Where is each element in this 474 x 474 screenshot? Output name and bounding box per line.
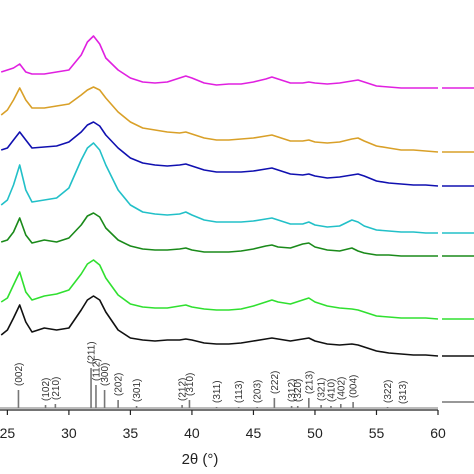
peak-label: (004): [349, 375, 360, 398]
peak-label: (222): [270, 371, 281, 394]
x-axis-label: 2θ (°): [182, 451, 219, 468]
x-tick-label: 30: [61, 425, 77, 441]
peak-label: (002): [14, 363, 25, 386]
peak-label: (102): [41, 378, 52, 401]
peak-label: (313): [398, 381, 409, 404]
series-line: [0, 86, 439, 153]
peak-label: (113): [234, 380, 245, 403]
series-line: [0, 259, 439, 320]
series-line: [0, 35, 438, 89]
peak-label: (202): [114, 373, 125, 396]
peak-label: (112): [91, 358, 102, 381]
series-line: [0, 142, 438, 234]
x-tick-label: 25: [0, 425, 15, 441]
series-line: [0, 295, 439, 357]
peak-label: (320): [293, 379, 304, 402]
series-line: [0, 212, 438, 257]
peak-label: (312): [287, 379, 298, 402]
x-tick-label: 40: [184, 425, 200, 441]
peak-label: (211): [87, 341, 98, 364]
peak-label: (203): [253, 380, 264, 403]
x-tick-label: 55: [369, 425, 385, 441]
peak-label: (311): [212, 380, 223, 403]
peak-label: (322): [383, 380, 394, 403]
series-line: [0, 121, 439, 187]
peak-label: (310): [185, 373, 196, 396]
x-tick-label: 45: [246, 425, 262, 441]
peak-label: (321): [317, 378, 328, 401]
peak-label: (301): [132, 379, 143, 402]
peak-label: (410): [326, 379, 337, 402]
x-tick-label: 35: [123, 425, 139, 441]
peak-label: (212): [178, 378, 189, 401]
x-tick-label: 60: [430, 425, 446, 441]
x-tick-label: 50: [307, 425, 323, 441]
peak-label: (300): [100, 363, 111, 386]
peak-label: (213): [304, 371, 315, 394]
peak-label: (402): [336, 377, 347, 400]
peak-label: (210): [51, 377, 62, 400]
